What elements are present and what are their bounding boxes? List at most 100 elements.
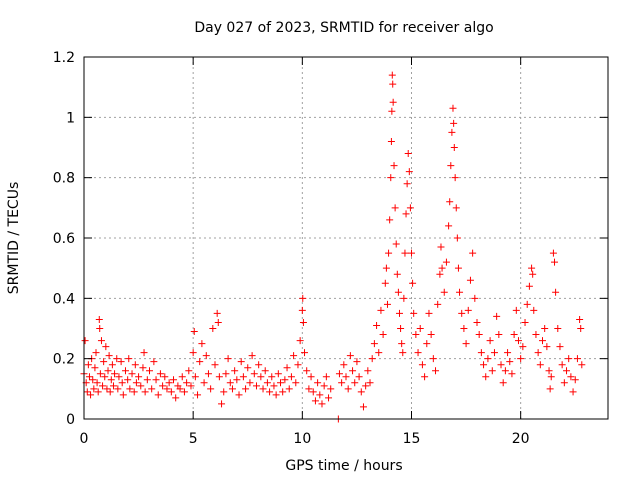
data-point — [287, 373, 295, 381]
data-point — [451, 174, 459, 182]
data-point — [450, 119, 458, 127]
y-tick-label: 0.6 — [53, 231, 75, 247]
data-point — [536, 361, 544, 369]
data-point — [159, 382, 167, 390]
data-point — [368, 355, 376, 363]
data-point — [259, 385, 267, 393]
data-point — [196, 358, 204, 366]
data-point — [140, 349, 148, 357]
data-point — [349, 367, 357, 375]
data-point — [266, 388, 274, 396]
data-point — [405, 168, 413, 176]
data-point — [207, 385, 215, 393]
data-point — [200, 379, 208, 387]
y-tick-label: 1 — [66, 110, 75, 126]
data-point — [421, 373, 429, 381]
data-point — [389, 98, 397, 106]
data-point — [244, 364, 252, 372]
data-point — [366, 379, 374, 387]
y-tick-label: 0.2 — [53, 352, 75, 368]
data-point — [124, 376, 132, 384]
data-point — [541, 325, 549, 332]
data-point — [335, 370, 343, 378]
data-point — [318, 400, 326, 408]
data-point — [89, 376, 97, 384]
data-point — [322, 373, 330, 381]
data-point — [357, 388, 365, 396]
x-tick-label: 10 — [293, 431, 311, 447]
data-point — [342, 373, 350, 381]
data-point — [529, 270, 537, 278]
data-point — [305, 385, 313, 393]
data-point — [150, 358, 158, 366]
data-point — [327, 385, 335, 393]
data-point — [314, 379, 322, 387]
data-point — [91, 364, 99, 372]
data-point — [388, 71, 396, 79]
data-point — [410, 309, 418, 317]
data-point — [398, 340, 406, 348]
data-point — [102, 343, 110, 351]
data-point — [387, 174, 395, 182]
data-point — [285, 385, 293, 393]
data-point — [450, 144, 458, 151]
data-point — [307, 373, 315, 381]
data-point — [510, 331, 518, 339]
data-point — [523, 300, 531, 308]
data-point — [137, 382, 145, 390]
data-point — [565, 355, 573, 363]
data-point — [458, 309, 466, 317]
x-tick-label: 0 — [80, 431, 89, 447]
data-point — [283, 364, 291, 372]
data-point — [298, 306, 306, 314]
data-point — [228, 385, 236, 393]
data-point — [167, 388, 175, 396]
data-point — [237, 358, 245, 366]
data-point — [397, 325, 405, 332]
data-point — [521, 318, 529, 326]
data-point — [517, 355, 525, 363]
data-point — [556, 343, 564, 351]
data-point — [97, 337, 105, 345]
data-point — [320, 382, 328, 390]
data-point — [325, 394, 333, 402]
data-point — [383, 300, 391, 308]
data-point — [448, 128, 456, 136]
data-point — [381, 279, 389, 287]
data-point — [220, 388, 228, 396]
data-point — [403, 180, 411, 188]
data-point — [176, 385, 184, 393]
data-point — [528, 264, 536, 272]
data-point — [514, 337, 522, 345]
data-point — [388, 107, 396, 115]
data-point — [530, 306, 538, 314]
data-point — [109, 382, 117, 390]
data-point — [427, 331, 435, 339]
data-point — [263, 379, 271, 387]
data-point — [104, 367, 112, 375]
data-point — [552, 288, 560, 296]
data-point — [191, 373, 199, 381]
data-point — [506, 358, 514, 366]
data-point — [429, 355, 437, 363]
data-point — [85, 373, 93, 381]
data-point — [309, 388, 317, 396]
data-point — [103, 385, 111, 393]
data-point — [493, 312, 501, 320]
data-point — [204, 370, 212, 378]
data-point — [96, 370, 104, 378]
y-axis-label: SRMTID / TECUs — [6, 182, 22, 295]
data-point — [128, 370, 136, 378]
data-point — [257, 373, 265, 381]
data-point — [250, 370, 258, 378]
data-point — [255, 361, 263, 369]
x-tick-label: 15 — [403, 431, 421, 447]
data-point — [545, 367, 553, 375]
data-point — [198, 340, 206, 348]
data-point — [453, 234, 461, 242]
data-point — [143, 376, 151, 384]
data-point — [569, 388, 577, 396]
data-point — [454, 264, 462, 272]
data-point — [215, 373, 223, 381]
data-point — [101, 373, 109, 381]
